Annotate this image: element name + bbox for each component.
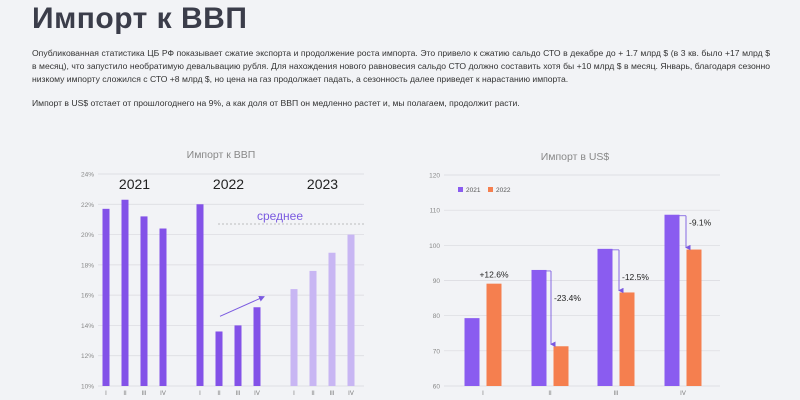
average-label: среднее [257,209,303,223]
bar-2022-q2 [215,331,223,386]
y-tick-label: 120 [429,173,440,180]
bar-2023-q2 [309,270,317,386]
bar-2023-q4 [347,234,355,386]
y-tick-label: 18% [81,262,94,269]
x-tick-label: II [548,391,552,397]
x-tick-label: I [482,391,484,397]
x-tick-label: I [105,391,107,397]
x-tick-label: IV [348,391,354,397]
x-tick-label: II [217,391,221,397]
bar-2021-q1 [102,208,110,386]
x-tick-label: II [311,391,315,397]
chart-title: Импорт к ВВП [187,149,256,161]
x-tick-label: II [123,391,127,397]
y-tick-label: 10% [81,384,94,391]
page-title: Импорт к ВВП [32,2,248,35]
legend-label-2021: 2021 [466,187,481,194]
y-tick-label: 60 [433,384,441,391]
bar-2021-q3 [140,216,148,386]
bar-2022-q4 [253,307,261,386]
x-tick-label: III [141,391,146,397]
year-label-2022: 2022 [213,176,244,192]
y-tick-label: 90 [433,278,441,285]
legend-swatch-2022 [488,187,493,192]
legend-label-2022: 2022 [496,187,511,194]
x-tick-label: III [613,391,618,397]
change-label-q3: -12.5% [622,272,649,282]
x-tick-label: III [235,391,240,397]
y-tick-label: 14% [81,323,94,330]
bar-2022-q3 [234,325,242,386]
x-tick-label: III [329,391,334,397]
year-label-2021: 2021 [119,176,150,192]
y-tick-label: 12% [81,353,94,360]
bar-2023-q3 [328,252,336,386]
legend-swatch-2021 [458,187,463,192]
y-tick-label: 110 [430,208,441,215]
x-tick-label: I [293,391,295,397]
bar-2021-q1 [464,318,480,386]
chart-title: Импорт в US$ [541,151,610,163]
bar-2021-q3 [597,248,613,386]
bar-2022-q4 [686,249,702,386]
bar-2021-q2 [531,269,547,386]
x-tick-label: IV [680,391,686,397]
summary-paragraph: Импорт в US$ отстает от прошлогоднего на… [32,98,520,108]
bar-2022-q1 [196,204,204,386]
bar-2022-q1 [486,283,502,386]
y-tick-label: 20% [81,232,94,239]
year-label-2023: 2023 [307,176,338,192]
y-tick-label: 24% [81,172,94,179]
bar-2022-q2 [553,346,569,386]
y-tick-label: 70 [433,348,441,355]
x-tick-label: I [199,391,201,397]
y-tick-label: 16% [81,293,94,300]
change-label-q4: -9.1% [689,218,712,228]
trend-arrow [219,295,265,317]
description-paragraph: Опубликованная статистика ЦБ РФ показыва… [32,48,770,84]
bar-2023-q1 [290,289,298,386]
bar-2021-q2 [121,199,129,386]
x-tick-label: IV [160,391,166,397]
y-tick-label: 80 [433,313,441,320]
x-tick-label: IV [254,391,260,397]
y-tick-label: 22% [81,202,94,209]
bar-2021-q4 [159,228,167,386]
bar-2022-q3 [619,292,635,386]
change-label-q1: +12.6% [479,270,509,280]
change-label-q2: -23.4% [554,293,581,303]
y-tick-label: 100 [429,243,440,250]
bar-2021-q4 [664,214,680,386]
